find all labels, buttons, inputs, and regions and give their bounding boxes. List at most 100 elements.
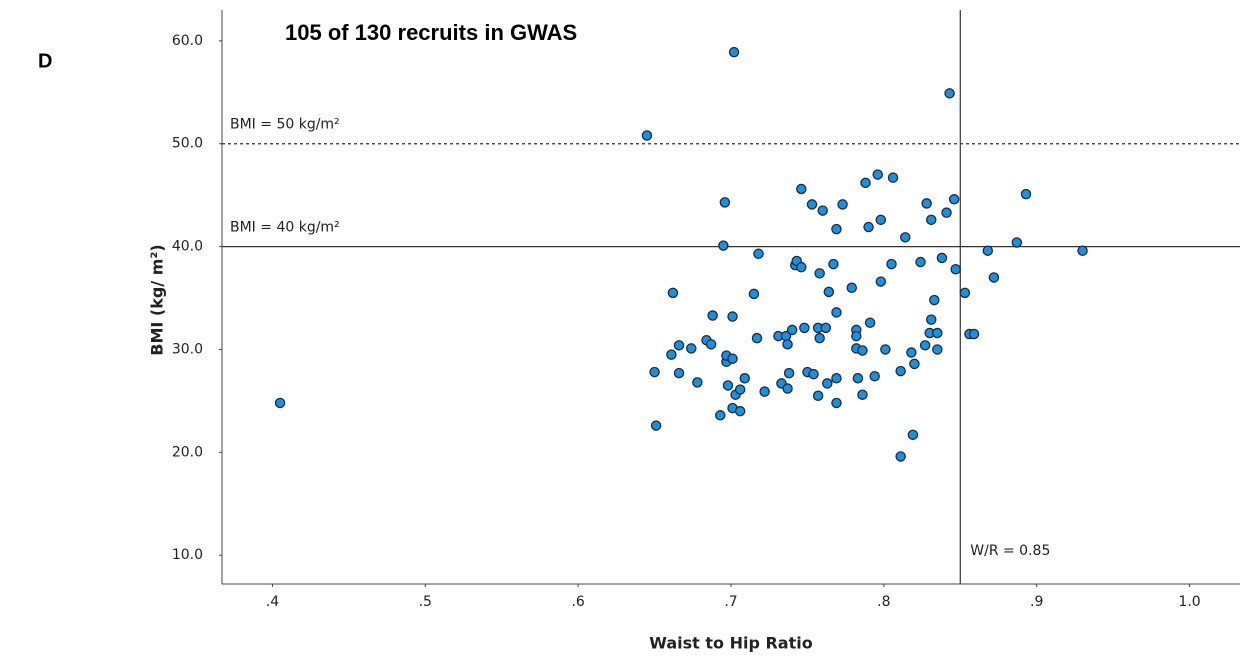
point: [814, 332, 825, 344]
point: [673, 340, 685, 351]
x-tick-label: .9: [1030, 594, 1043, 610]
point: [907, 429, 919, 441]
point: [851, 330, 862, 342]
point: [274, 397, 286, 409]
point: [728, 46, 740, 58]
y-axis-label: BMI (kg/ m²): [148, 244, 167, 355]
point: [650, 420, 662, 431]
point: [782, 339, 793, 350]
x-tick-label: 1.0: [1178, 594, 1200, 610]
point: [959, 287, 971, 299]
point: [921, 198, 932, 209]
point: [880, 344, 891, 355]
point: [734, 405, 746, 417]
y-tick-label: 10.0: [172, 547, 203, 563]
point: [796, 183, 807, 195]
point: [751, 332, 763, 344]
point: [692, 377, 703, 388]
y-tick-label: 20.0: [172, 444, 203, 460]
point: [831, 373, 842, 384]
point: [649, 366, 660, 378]
point: [857, 389, 868, 400]
point: [667, 287, 679, 299]
point: [753, 248, 764, 260]
chart-title: 105 of 130 recruits in GWAS: [285, 20, 577, 45]
point: [869, 370, 880, 382]
point: [932, 344, 943, 355]
x-tick-label: .8: [877, 594, 890, 610]
point: [719, 197, 731, 208]
point: [864, 317, 876, 328]
point: [686, 343, 697, 354]
point: [919, 340, 931, 351]
point: [831, 223, 842, 235]
point: [739, 373, 751, 384]
point: [860, 177, 871, 189]
point: [906, 347, 917, 358]
point: [944, 88, 955, 99]
point: [886, 258, 897, 270]
x-axis-label: Waist to Hip Ratio: [649, 634, 812, 653]
panel-label: D: [38, 50, 52, 72]
point: [707, 310, 718, 321]
reference-label: BMI = 40 kg/m²: [230, 220, 340, 236]
point: [748, 288, 760, 300]
point: [988, 272, 1000, 283]
point: [925, 214, 937, 226]
point: [806, 199, 818, 210]
point: [1020, 188, 1032, 200]
point: [857, 345, 868, 356]
point: [982, 245, 994, 256]
point: [759, 386, 770, 397]
point: [666, 349, 677, 360]
point: [968, 328, 980, 340]
point: [828, 258, 839, 270]
point: [909, 358, 920, 370]
x-tick-label: .6: [571, 594, 584, 610]
point: [673, 367, 685, 379]
point: [814, 268, 825, 279]
point: [872, 169, 883, 180]
point: [715, 410, 726, 421]
x-tick-label: .4: [266, 594, 279, 610]
point: [727, 311, 738, 322]
point: [932, 327, 943, 339]
point: [808, 368, 819, 380]
point: [887, 172, 899, 183]
y-tick-label: 60.0: [172, 33, 203, 49]
point: [831, 397, 842, 409]
point: [822, 378, 833, 389]
point: [786, 324, 798, 336]
point: [925, 314, 937, 325]
point: [936, 252, 948, 264]
point: [817, 205, 828, 216]
point: [831, 307, 842, 318]
point: [929, 294, 940, 306]
point: [722, 380, 734, 391]
point: [783, 367, 795, 379]
point: [863, 221, 874, 233]
point: [846, 282, 858, 293]
point: [895, 365, 906, 377]
point: [895, 451, 906, 462]
point: [915, 256, 926, 268]
point: [718, 240, 729, 251]
point: [837, 199, 848, 210]
point: [727, 353, 738, 364]
reference-label: W/R = 0.85: [970, 543, 1050, 559]
point: [799, 322, 810, 334]
y-tick-label: 50.0: [172, 136, 203, 152]
point: [1077, 245, 1088, 256]
point: [823, 286, 835, 298]
point: [782, 383, 793, 394]
x-tick-label: .7: [724, 594, 737, 610]
point: [948, 194, 960, 205]
point: [1011, 237, 1023, 248]
point: [812, 390, 824, 402]
point: [796, 261, 807, 273]
reference-label: BMI = 50 kg/m²: [230, 117, 340, 133]
point: [852, 373, 864, 384]
point: [641, 130, 653, 141]
point: [950, 263, 961, 275]
